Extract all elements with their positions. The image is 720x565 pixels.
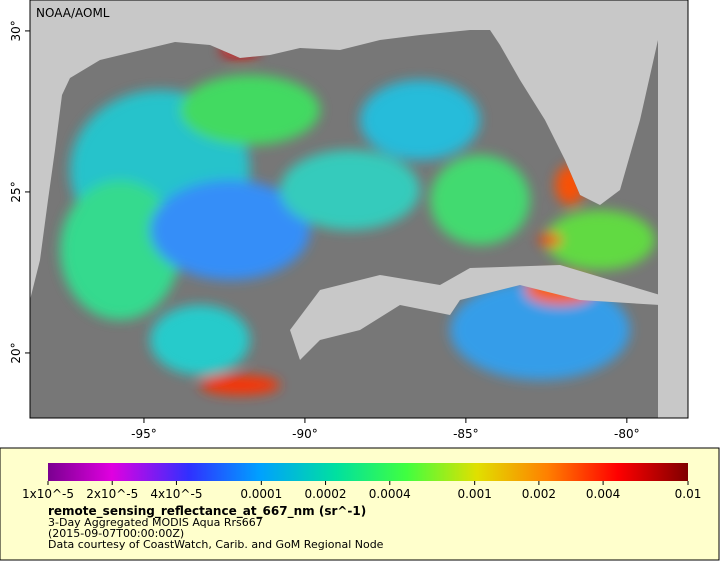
- colorbar-label: 2x10^-5: [86, 487, 138, 501]
- map-frame: [29, 0, 689, 419]
- variable: remote_sensing_reflectance_at_667_nm (sr…: [48, 504, 366, 519]
- colorbar-label: 1x10^-5: [22, 487, 74, 501]
- colorbar-label: 4x10^-5: [150, 487, 202, 501]
- credit: NOAA/AOML: [36, 6, 110, 20]
- colorbar-label: 0.004: [586, 487, 620, 501]
- colorbar-label: 0.01: [675, 487, 702, 501]
- land-yucatan-cuba: [290, 265, 658, 360]
- colorbar-label: 0.0002: [305, 487, 347, 501]
- colorbar-label: 0.002: [522, 487, 556, 501]
- colorbar-label: 0.0001: [240, 487, 282, 501]
- product: 3-Day Aggregated MODIS Aqua Rrs667: [48, 516, 263, 529]
- y-tick-label: 30°: [9, 20, 23, 41]
- map: NOAA/AOML: [29, 0, 689, 419]
- source: Data courtesy of CoastWatch, Carib. and …: [48, 538, 384, 551]
- y-tick-label: 20°: [9, 342, 23, 363]
- y-tick-label: 25°: [9, 181, 23, 202]
- colorbar: [48, 463, 688, 481]
- x-tick-label: -95°: [131, 427, 157, 441]
- x-tick-label: -85°: [453, 427, 479, 441]
- x-tick-label: -90°: [292, 427, 318, 441]
- x-tick-label: -80°: [614, 427, 640, 441]
- colorbar-ticks: 1x10^-5 2x10^-5 4x10^-5 0.0001 0.0002 0.0004 0…: [22, 481, 701, 501]
- colorbar-label: 0.001: [457, 487, 491, 501]
- time: (2015-09-07T00:00:00Z): [48, 527, 184, 540]
- axes: -95° -90° -85° -80° 20° 25° 30°: [9, 20, 640, 441]
- colorbar-label: 0.0004: [369, 487, 411, 501]
